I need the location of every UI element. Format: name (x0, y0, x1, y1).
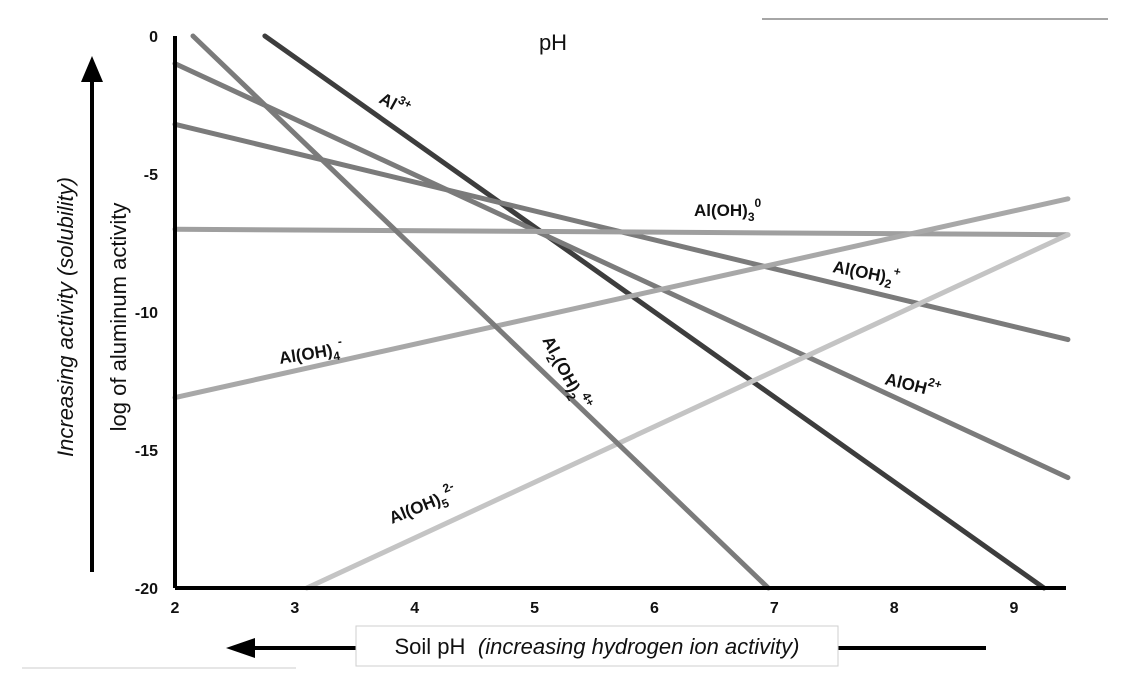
series-label-sub: 2 (883, 276, 893, 291)
series-label-base: Al(OH) (831, 257, 887, 286)
x-axis-title: Soil pH (increasing hydrogen ion activit… (395, 634, 800, 659)
y-axis-title: log of aluminum activity (106, 203, 131, 432)
series-label-mid: (OH) (550, 354, 584, 395)
series-line-5 (304, 232, 1071, 591)
series-labels: Al3+AlOH2+Al(OH)2+Al(OH)30Al(OH)4-Al(OH)… (278, 85, 944, 528)
x-axis-title-box (355, 625, 839, 667)
series-label-0: Al3+ (376, 85, 414, 121)
series-label-base: Al(OH) (694, 201, 748, 220)
series-line-1 (172, 61, 1071, 481)
series-label-sup: 2+ (927, 375, 944, 392)
x-tick-label-7: 9 (1010, 600, 1019, 617)
x-tick-label-6: 8 (890, 600, 899, 617)
series-label-base: Al (538, 333, 563, 357)
series-label-sup: 0 (755, 196, 762, 210)
y-tick-labels: 0 -5 -10 -15 -20 (135, 29, 158, 598)
y-arrow-head (81, 56, 103, 82)
series-label-sup: 3+ (396, 93, 415, 112)
y-axis-note: Increasing activity (solubility) (53, 177, 78, 457)
y-tick-label-0: 0 (149, 29, 158, 46)
series-label-sup: 4+ (579, 390, 598, 409)
y-tick-label-3: -15 (135, 443, 158, 460)
x-arrow-head (226, 638, 255, 658)
chart-title: pH (539, 30, 567, 55)
x-tick-label-3: 5 (530, 600, 539, 617)
x-tick-labels: 2 3 4 5 6 7 8 9 (171, 600, 1019, 617)
series-label-sup: + (893, 264, 903, 279)
x-tick-label-5: 7 (770, 600, 779, 617)
x-axis-label: Soil pH (395, 634, 466, 659)
series-line-0 (262, 33, 1047, 591)
series-label-base: Al (376, 89, 400, 114)
series-line-6 (190, 33, 771, 591)
x-tick-label-0: 2 (171, 600, 180, 617)
y-tick-label-1: -5 (144, 167, 158, 184)
series-line-4 (172, 196, 1071, 401)
y-tick-label-4: -20 (135, 581, 158, 598)
x-axis-note: (increasing hydrogen ion activity) (478, 634, 800, 659)
x-tick-label-4: 6 (650, 600, 659, 617)
series-lines (172, 33, 1071, 591)
y-tick-label-2: -10 (135, 305, 158, 322)
x-tick-label-1: 3 (290, 600, 299, 617)
series-label-3: Al(OH)30 (694, 196, 762, 224)
series-label-sup: 2- (441, 479, 456, 496)
series-label-sub: 3 (748, 210, 755, 224)
series-label-sub: 4 (332, 349, 341, 364)
x-tick-label-2: 4 (410, 600, 419, 617)
series-label-sub: 5 (440, 496, 452, 512)
series-label-base: Al(OH) (386, 490, 443, 528)
series-label-sup: - (337, 334, 343, 348)
